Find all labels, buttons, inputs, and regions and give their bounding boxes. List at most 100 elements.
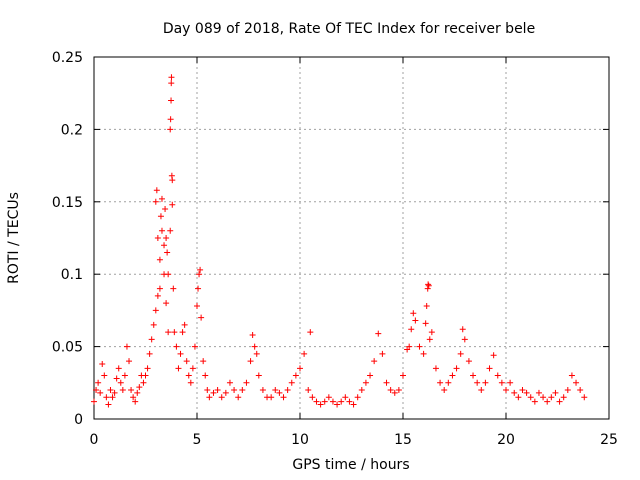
- data-point: [235, 394, 242, 401]
- data-point: [305, 387, 312, 394]
- grid-lines: [94, 57, 609, 419]
- data-point: [334, 401, 341, 408]
- data-point: [183, 358, 190, 365]
- data-point: [425, 282, 432, 289]
- data-point: [358, 387, 365, 394]
- data-point: [321, 398, 328, 405]
- data-point: [400, 372, 406, 379]
- data-point: [179, 329, 186, 336]
- y-tick-label: 0: [74, 412, 83, 428]
- data-point: [453, 365, 460, 372]
- data-point: [204, 387, 211, 394]
- data-point: [206, 394, 213, 401]
- data-point: [465, 358, 472, 365]
- data-point: [121, 372, 128, 379]
- data-point: [196, 271, 203, 278]
- data-point: [198, 314, 205, 321]
- x-tick-label: 25: [600, 432, 618, 448]
- data-point: [140, 379, 147, 386]
- data-point: [350, 401, 357, 408]
- data-point: [101, 372, 108, 379]
- data-point: [173, 343, 180, 350]
- data-point: [317, 401, 324, 408]
- data-point: [441, 387, 448, 394]
- data-point: [423, 303, 430, 310]
- data-point: [535, 389, 542, 396]
- data-point: [111, 389, 118, 396]
- data-point: [214, 387, 221, 394]
- data-point: [338, 398, 345, 405]
- data-point: [313, 398, 320, 405]
- data-point: [379, 350, 386, 357]
- x-tick-label: 10: [291, 432, 309, 448]
- data-point: [416, 343, 423, 350]
- data-point: [297, 365, 303, 372]
- data-point: [136, 384, 143, 391]
- data-point: [459, 326, 466, 333]
- data-point: [210, 389, 217, 396]
- y-tick-label: 0.25: [52, 50, 83, 66]
- data-point: [157, 213, 164, 220]
- y-tick-labels: 0 0.05 0.1 0.15 0.2 0.25: [52, 50, 83, 428]
- data-point: [568, 372, 575, 379]
- data-point: [218, 394, 225, 401]
- data-point: [226, 379, 233, 386]
- data-point: [168, 80, 175, 87]
- data-point: [195, 285, 202, 292]
- data-point: [154, 235, 161, 241]
- data-point: [573, 379, 580, 386]
- data-point: [168, 74, 175, 81]
- y-tick-label: 0.05: [52, 340, 83, 356]
- data-point: [144, 365, 151, 372]
- data-point: [119, 387, 126, 394]
- data-point: [276, 389, 283, 396]
- data-point: [301, 350, 308, 357]
- data-point: [175, 365, 182, 372]
- data-point: [123, 343, 130, 350]
- data-point: [153, 187, 160, 194]
- data-point: [428, 329, 435, 336]
- data-point: [150, 321, 157, 328]
- data-point: [163, 300, 170, 307]
- data-point: [309, 394, 316, 401]
- data-point: [200, 358, 207, 365]
- data-point: [154, 292, 161, 299]
- data-point: [268, 394, 275, 401]
- y-axis-label: ROTI / TECUs: [6, 192, 22, 284]
- data-point: [408, 326, 415, 333]
- data-point: [231, 387, 238, 394]
- data-point: [165, 329, 172, 336]
- data-point: [556, 398, 563, 405]
- data-point: [177, 350, 184, 357]
- data-point: [383, 379, 390, 386]
- data-point: [197, 266, 204, 273]
- data-point: [167, 116, 174, 123]
- data-point: [346, 398, 353, 405]
- x-tick-label: 0: [90, 432, 99, 448]
- data-point: [284, 387, 291, 394]
- data-point: [158, 227, 165, 234]
- data-point: [288, 379, 295, 386]
- data-point: [107, 387, 114, 394]
- data-point: [432, 365, 439, 372]
- data-point: [162, 206, 169, 213]
- data-point: [507, 379, 514, 386]
- data-point: [354, 394, 361, 401]
- data-point: [391, 389, 398, 396]
- data-point: [362, 379, 369, 386]
- data-point: [540, 394, 547, 401]
- data-point: [168, 97, 175, 104]
- y-tick-label: 0.1: [61, 267, 83, 283]
- data-point: [519, 387, 526, 394]
- data-point: [406, 343, 413, 350]
- data-point: [167, 227, 174, 234]
- data-point: [329, 398, 336, 405]
- data-point: [494, 372, 501, 379]
- data-point: [169, 201, 176, 208]
- data-point: [222, 389, 229, 396]
- data-point: [165, 271, 172, 278]
- data-points: [91, 74, 588, 408]
- data-point: [189, 365, 196, 372]
- data-point: [152, 198, 159, 205]
- x-tick-labels: 0 5 10 15 20 25: [90, 432, 618, 448]
